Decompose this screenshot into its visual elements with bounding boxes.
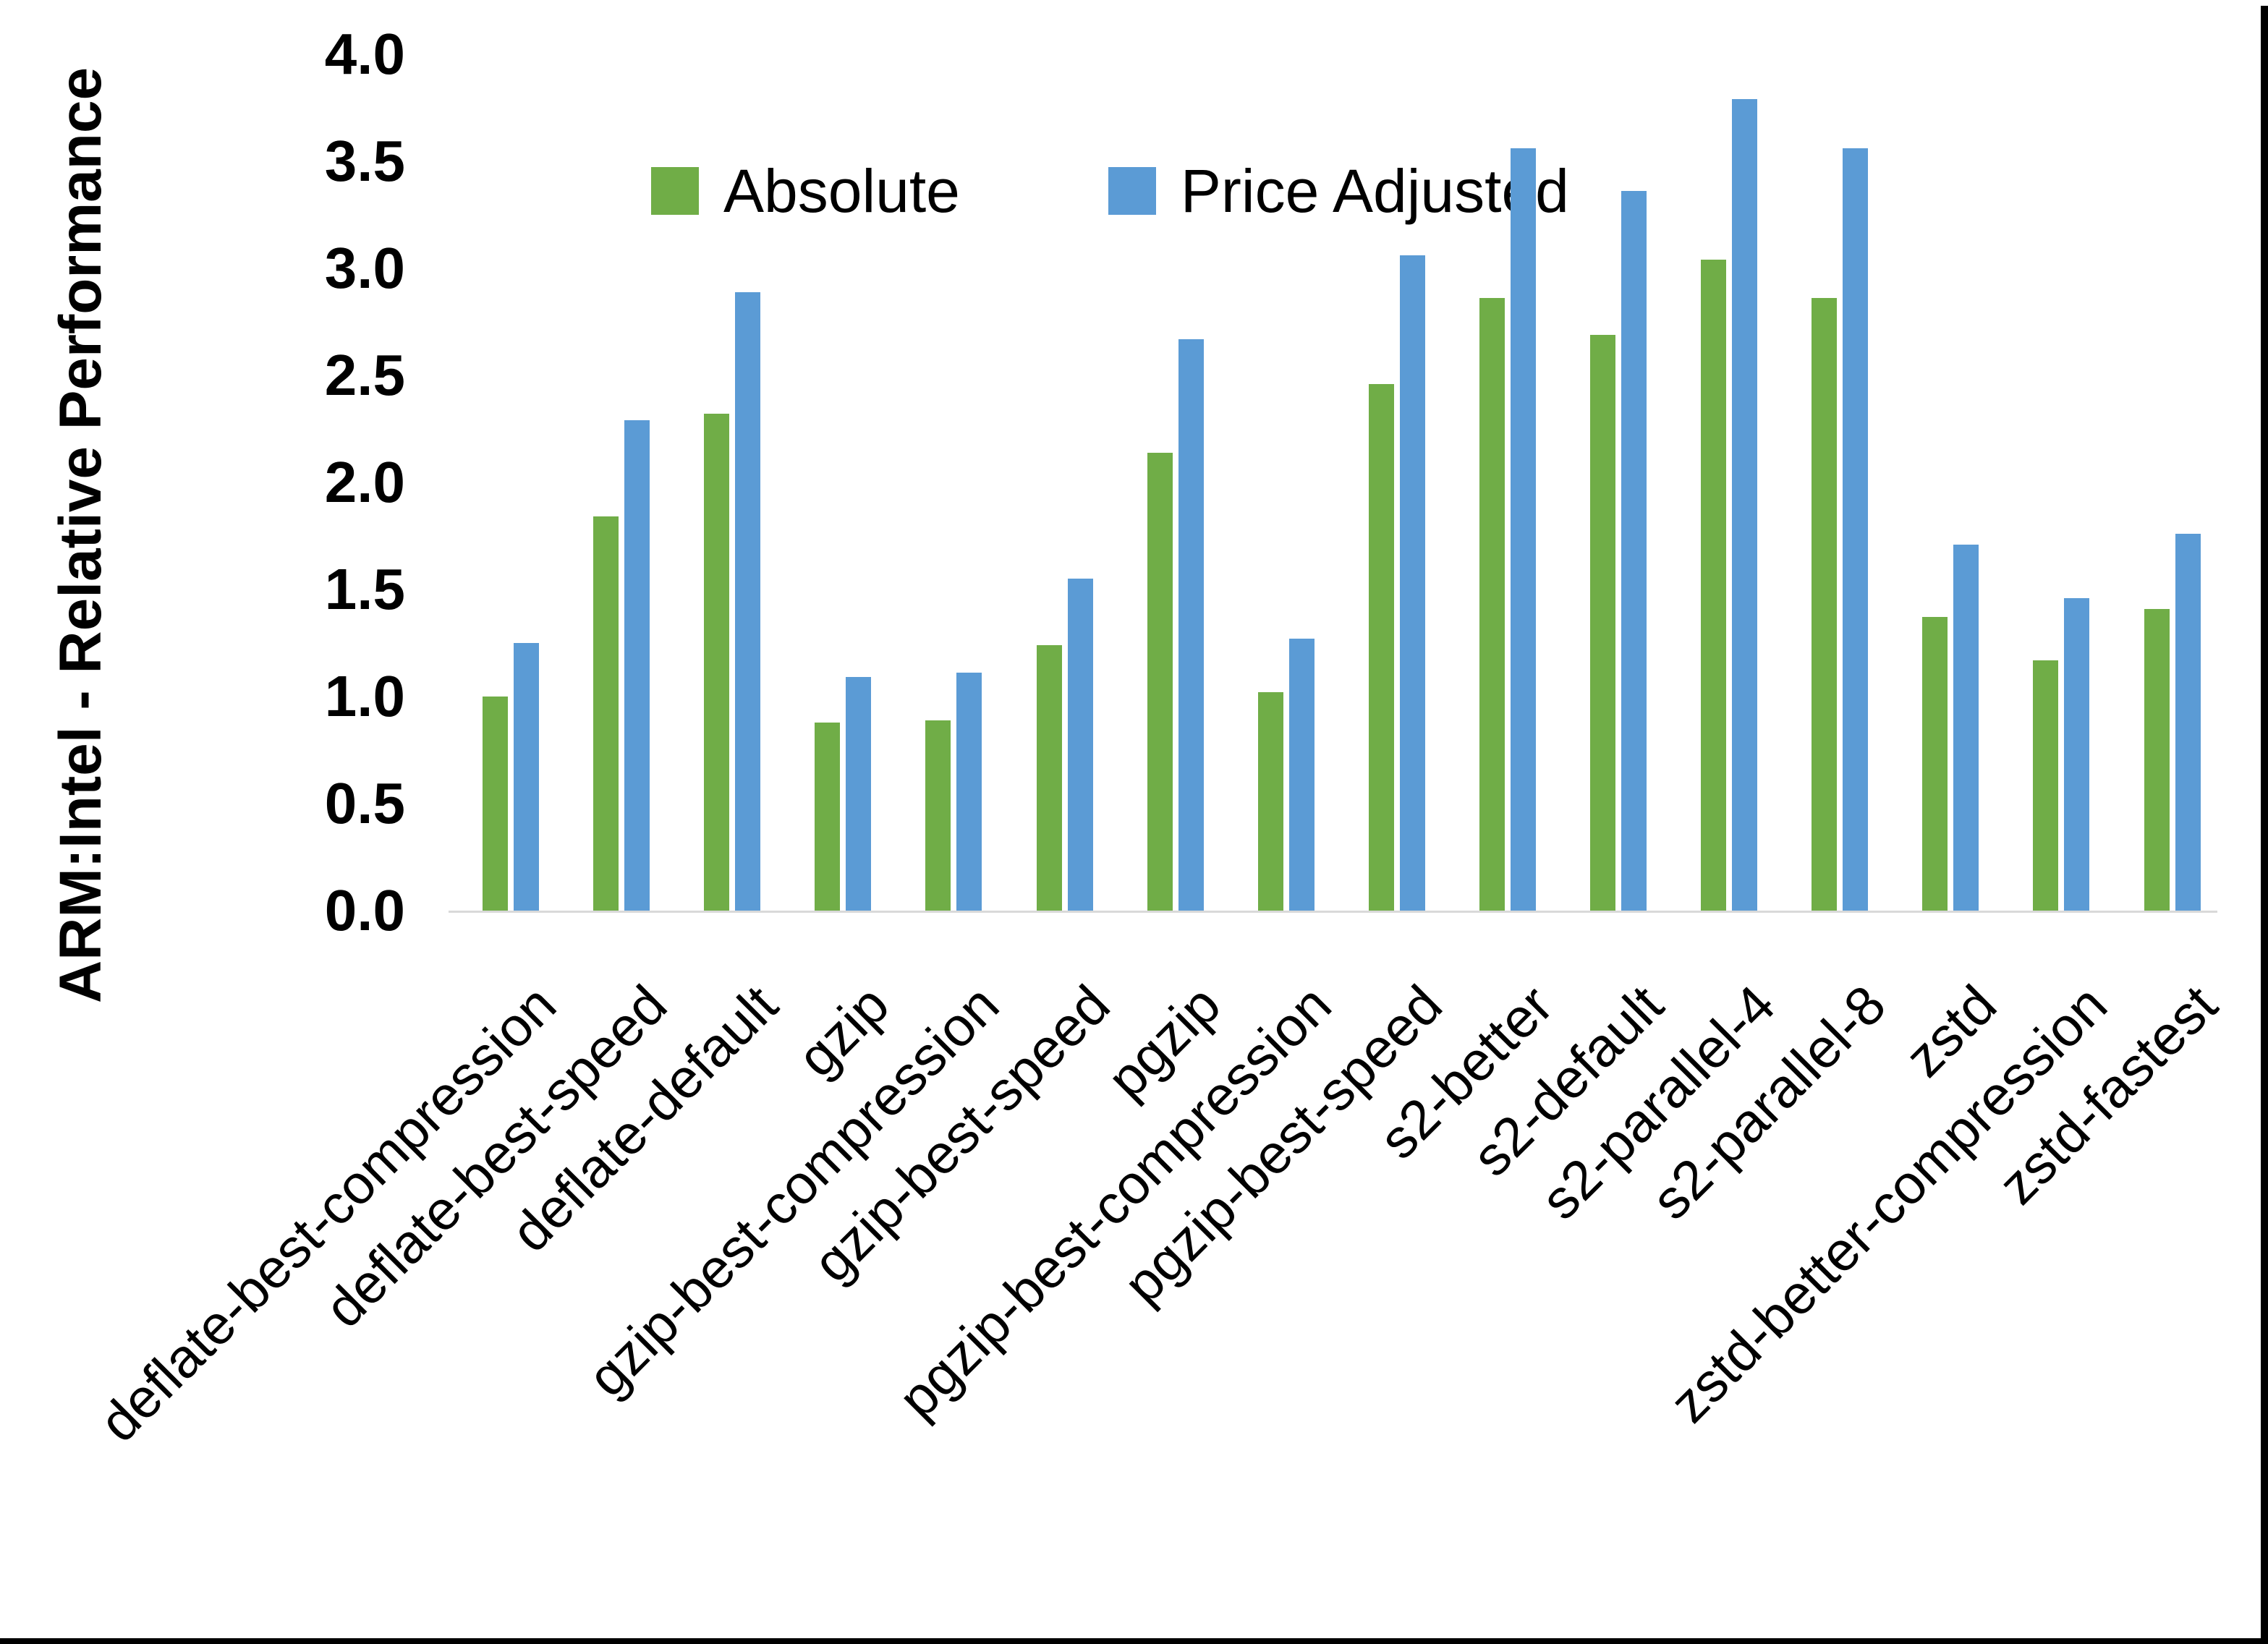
bar-pgzip-best-speed-price-adjusted — [1399, 255, 1425, 911]
bar-deflate-default-absolute — [704, 414, 730, 911]
bar-pgzip-price-adjusted — [1178, 339, 1204, 911]
y-tick-0.5: 0.5 — [324, 771, 405, 835]
bar-pgzip-best-compression-price-adjusted — [1288, 639, 1314, 911]
bar-gzip-best-speed-price-adjusted — [1067, 579, 1093, 911]
legend-item-absolute: Absolute — [651, 161, 960, 221]
legend-swatch-price-adjusted-icon — [1108, 167, 1156, 215]
bar-s2-parallel-4-price-adjusted — [1732, 99, 1758, 911]
bar-deflate-best-speed-price-adjusted — [624, 420, 650, 911]
y-tick-0.0: 0.0 — [324, 878, 405, 942]
bar-s2-better-absolute — [1479, 298, 1505, 911]
bar-deflate-best-compression-price-adjusted — [514, 643, 539, 911]
bar-zstd-price-adjusted — [1953, 545, 1979, 911]
bar-gzip-best-compression-price-adjusted — [956, 673, 982, 911]
x-label-deflate-best-compression: deflate-best-compression — [88, 974, 568, 1455]
screenshot-bottom-border — [0, 1638, 2268, 1644]
legend-label-absolute: Absolute — [723, 157, 960, 225]
bar-s2-parallel-8-absolute — [1812, 298, 1838, 911]
bar-zstd-fastest-price-adjusted — [2175, 534, 2201, 911]
legend-item-price-adjusted: Price Adjusted — [1108, 161, 1569, 221]
bar-pgzip-absolute — [1147, 453, 1173, 911]
bar-s2-parallel-4-absolute — [1701, 260, 1727, 911]
bar-pgzip-best-speed-absolute — [1368, 384, 1394, 911]
bar-s2-better-price-adjusted — [1510, 148, 1536, 911]
bar-gzip-absolute — [815, 723, 841, 911]
bar-deflate-default-price-adjusted — [735, 292, 761, 911]
y-tick-1.0: 1.0 — [324, 664, 405, 728]
y-tick-4.0: 4.0 — [324, 22, 405, 86]
bar-gzip-best-compression-absolute — [925, 720, 951, 911]
bar-gzip-price-adjusted — [846, 677, 872, 911]
screenshot-right-border — [2261, 6, 2268, 1644]
y-tick-2.5: 2.5 — [324, 343, 405, 407]
bar-s2-default-absolute — [1590, 335, 1615, 911]
y-tick-3.0: 3.0 — [324, 236, 405, 300]
x-axis-line — [449, 911, 2217, 913]
bar-deflate-best-compression-absolute — [483, 697, 508, 911]
bar-s2-parallel-8-price-adjusted — [1843, 148, 1869, 911]
y-tick-2.0: 2.0 — [324, 450, 405, 514]
legend-label-price-adjusted: Price Adjusted — [1180, 157, 1569, 225]
y-tick-3.5: 3.5 — [324, 129, 405, 193]
bar-pgzip-best-compression-absolute — [1257, 692, 1283, 911]
bar-gzip-best-speed-absolute — [1036, 645, 1062, 911]
bar-zstd-fastest-absolute — [2144, 609, 2170, 911]
bar-deflate-best-speed-absolute — [593, 516, 619, 911]
y-axis-title: ARM:Intel - Relative Performance — [48, 67, 114, 1004]
bar-s2-default-price-adjusted — [1621, 191, 1647, 911]
bar-zstd-absolute — [1922, 617, 1948, 911]
plot-area — [449, 54, 2217, 911]
legend-swatch-absolute-icon — [651, 167, 699, 215]
y-tick-1.5: 1.5 — [324, 557, 405, 621]
bar-zstd-better-compression-price-adjusted — [2064, 598, 2090, 911]
legend: Absolute Price Adjusted — [651, 161, 1569, 221]
bar-zstd-better-compression-absolute — [2033, 660, 2059, 911]
